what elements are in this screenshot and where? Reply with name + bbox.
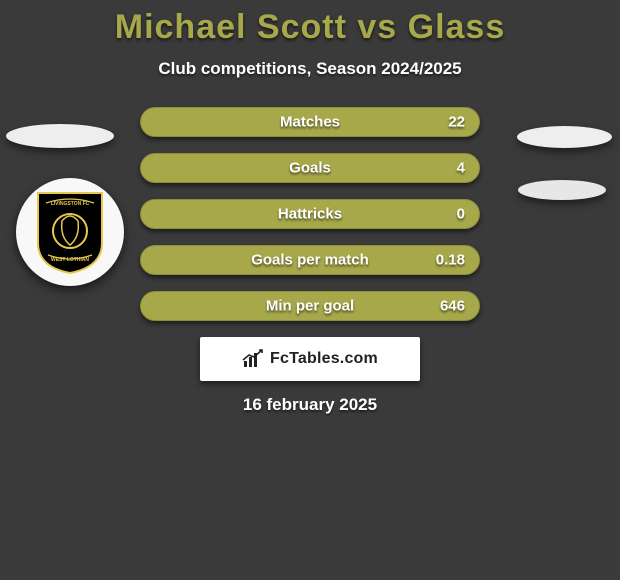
stat-value: 22 <box>448 114 465 131</box>
stats-list: Matches 22 Goals 4 Hattricks 0 Goals per… <box>140 107 480 321</box>
stat-label: Goals <box>141 160 479 177</box>
crest-top-text: LIVINGSTON FC <box>51 201 90 207</box>
stat-label: Goals per match <box>141 252 479 269</box>
stat-value: 646 <box>440 298 465 315</box>
date-text: 16 february 2025 <box>0 395 620 415</box>
stat-label: Matches <box>141 114 479 131</box>
stat-row: Min per goal 646 <box>140 291 480 321</box>
bar-chart-icon <box>242 349 264 369</box>
stat-row: Matches 22 <box>140 107 480 137</box>
stat-value: 0.18 <box>436 252 465 269</box>
subtitle: Club competitions, Season 2024/2025 <box>0 59 620 79</box>
player-placeholder-right-2 <box>518 180 606 200</box>
stat-row: Goals per match 0.18 <box>140 245 480 275</box>
page-title: Michael Scott vs Glass <box>0 8 620 47</box>
player-placeholder-left <box>6 124 114 148</box>
player-placeholder-right-1 <box>517 126 612 148</box>
stat-label: Hattricks <box>141 206 479 223</box>
shield-icon: LIVINGSTON FC WEST LOTHIAN <box>34 189 106 275</box>
brand-badge: FcTables.com <box>200 337 420 381</box>
stat-value: 4 <box>457 160 465 177</box>
brand-text: FcTables.com <box>270 350 378 368</box>
infographic-root: Michael Scott vs Glass Club competitions… <box>0 0 620 415</box>
crest-bottom-text: WEST LOTHIAN <box>51 257 89 263</box>
stat-label: Min per goal <box>141 298 479 315</box>
stat-row: Hattricks 0 <box>140 199 480 229</box>
stat-value: 0 <box>457 206 465 223</box>
club-crest: LIVINGSTON FC WEST LOTHIAN <box>16 178 124 286</box>
stat-row: Goals 4 <box>140 153 480 183</box>
